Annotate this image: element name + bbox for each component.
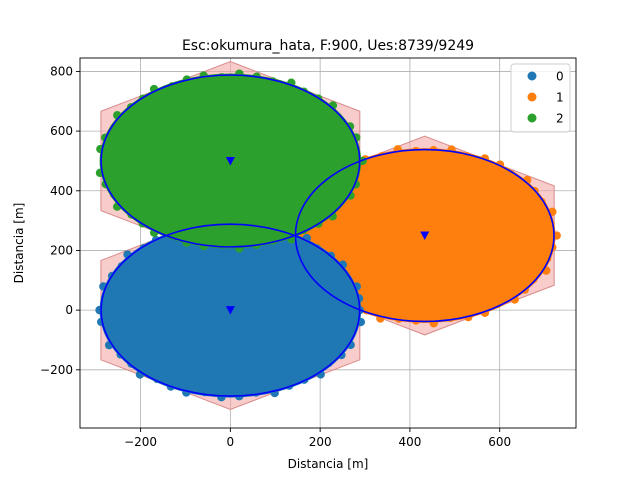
plot-frame	[79, 57, 577, 429]
legend-marker-2	[527, 113, 537, 123]
base-station-1	[420, 231, 430, 241]
user-point-0-27	[117, 262, 126, 271]
y-tick-label-0: −200	[40, 363, 73, 377]
y-tick-label-1: 0	[65, 303, 73, 317]
y-axis-ticks: −200 0 200 400 600 800	[40, 64, 80, 377]
user-point-1-34	[411, 146, 421, 156]
legend-items: 0 1 2	[527, 70, 564, 126]
legend-label-1: 1	[556, 91, 564, 105]
legend-label-0: 0	[556, 70, 564, 84]
user-point-1-2	[543, 254, 552, 263]
legend-label-2: 2	[556, 112, 564, 126]
user-point-2-35	[235, 69, 244, 78]
user-point-1-11	[429, 319, 438, 328]
legend-marker-0	[527, 71, 537, 81]
user-point-0-12	[217, 393, 226, 402]
coverage-boundaries	[100, 74, 555, 397]
user-point-0-40	[312, 244, 322, 253]
x-tick-label-0: −200	[124, 435, 157, 449]
user-point-0-16	[153, 374, 162, 384]
user-point-1-43	[537, 197, 546, 207]
x-tick-label-3: 400	[398, 435, 421, 449]
user-point-0-42	[338, 260, 347, 269]
user-point-0-29	[139, 244, 148, 253]
user-point-2-3	[346, 191, 355, 200]
x-tick-label-1: 0	[227, 435, 235, 449]
plot-area	[95, 61, 561, 411]
base-stations	[225, 156, 430, 315]
base-station-2	[225, 156, 235, 166]
user-point-1-6	[510, 295, 519, 304]
legend-box	[510, 63, 571, 133]
legend-marker-1	[527, 92, 537, 102]
user-point-0-18	[127, 359, 136, 368]
legend: 0 1 2	[510, 63, 571, 133]
chart-title: Esc:okumura_hata, F:900, Ues:8739/9249	[182, 38, 474, 54]
y-tick-label-5: 800	[50, 64, 73, 78]
user-point-2-5	[328, 212, 337, 221]
coverage-ellipse-2	[100, 74, 361, 248]
user-point-1-4	[529, 275, 538, 284]
x-axis-label: Distancia [m]	[288, 457, 369, 471]
y-tick-label-4: 600	[50, 124, 73, 138]
user-point-0-23	[95, 305, 104, 315]
user-point-2-33	[199, 71, 208, 80]
user-point-2-18	[127, 210, 136, 219]
user-point-2-23	[100, 156, 109, 166]
y-axis-label: Distancia [m]	[12, 203, 26, 284]
x-tick-label-2: 200	[309, 435, 332, 449]
x-axis-ticks: −200 0 200 400 600	[124, 428, 511, 449]
y-tick-label-2: 200	[50, 243, 73, 257]
y-tick-label-3: 400	[50, 184, 73, 198]
user-point-0-3	[346, 340, 355, 350]
user-point-2-11	[235, 244, 244, 253]
user-point-0-44	[352, 282, 361, 291]
x-tick-label-4: 600	[488, 435, 511, 449]
base-station-0	[225, 306, 235, 315]
